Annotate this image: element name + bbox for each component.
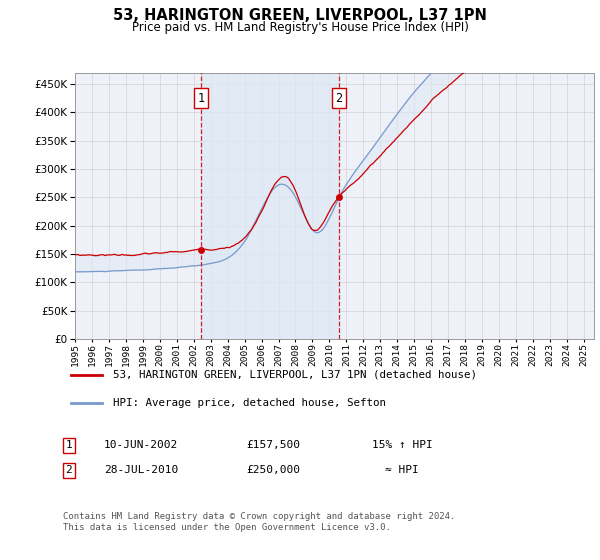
Text: Contains HM Land Registry data © Crown copyright and database right 2024.
This d: Contains HM Land Registry data © Crown c… [63, 512, 455, 532]
Bar [201, 73, 339, 339]
Text: 53, HARINGTON GREEN, LIVERPOOL, L37 1PN (detached house): 53, HARINGTON GREEN, LIVERPOOL, L37 1PN … [113, 370, 477, 380]
Text: 15% ↑ HPI: 15% ↑ HPI [371, 440, 433, 450]
Text: 2: 2 [335, 92, 343, 105]
Text: £250,000: £250,000 [246, 465, 300, 475]
Text: 28-JUL-2010: 28-JUL-2010 [104, 465, 178, 475]
Text: £157,500: £157,500 [246, 440, 300, 450]
Text: ≈ HPI: ≈ HPI [385, 465, 419, 475]
Text: 1: 1 [197, 92, 205, 105]
Text: 1: 1 [65, 440, 73, 450]
Text: HPI: Average price, detached house, Sefton: HPI: Average price, detached house, Seft… [113, 398, 386, 408]
Text: 2: 2 [65, 465, 73, 475]
Text: Price paid vs. HM Land Registry's House Price Index (HPI): Price paid vs. HM Land Registry's House … [131, 21, 469, 34]
Text: 10-JUN-2002: 10-JUN-2002 [104, 440, 178, 450]
Text: 53, HARINGTON GREEN, LIVERPOOL, L37 1PN: 53, HARINGTON GREEN, LIVERPOOL, L37 1PN [113, 8, 487, 24]
